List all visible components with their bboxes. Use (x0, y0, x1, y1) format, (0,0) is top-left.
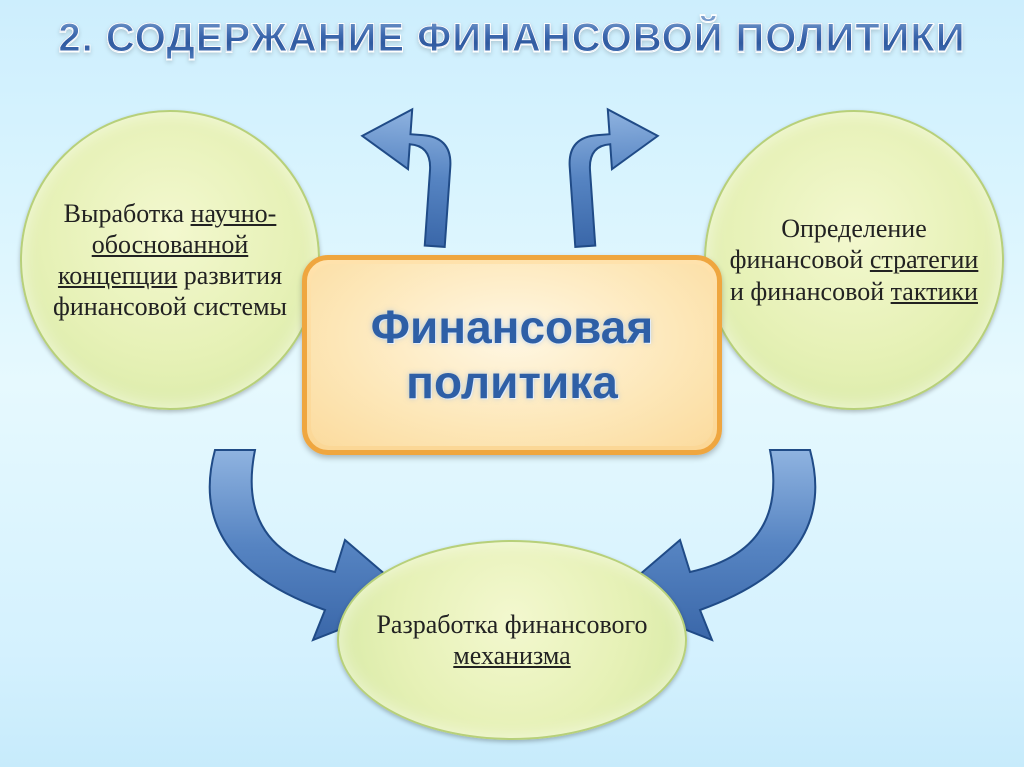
node-mechanism-text: Разработка финансового механизма (357, 609, 667, 671)
arrow-up-right-icon (540, 95, 660, 245)
node-mechanism: Разработка финансового механизма (337, 540, 687, 740)
center-node-text: Финансовая политика (371, 300, 653, 410)
slide-stage: 2. СОДЕРЖАНИЕ ФИНАНСОВОЙ ПОЛИТИКИ (0, 0, 1024, 767)
node-concept-text: Выработка научно-обоснованной концепции … (40, 198, 300, 323)
node-concept: Выработка научно-обоснованной концепции … (20, 110, 320, 410)
node-strategy: Определение финансовой стратегии и финан… (704, 110, 1004, 410)
center-node: Финансовая политика (302, 255, 722, 455)
arrow-up-left-icon (360, 95, 480, 245)
node-strategy-text: Определение финансовой стратегии и финан… (724, 213, 984, 307)
page-title: 2. СОДЕРЖАНИЕ ФИНАНСОВОЙ ПОЛИТИКИ (0, 16, 1024, 61)
